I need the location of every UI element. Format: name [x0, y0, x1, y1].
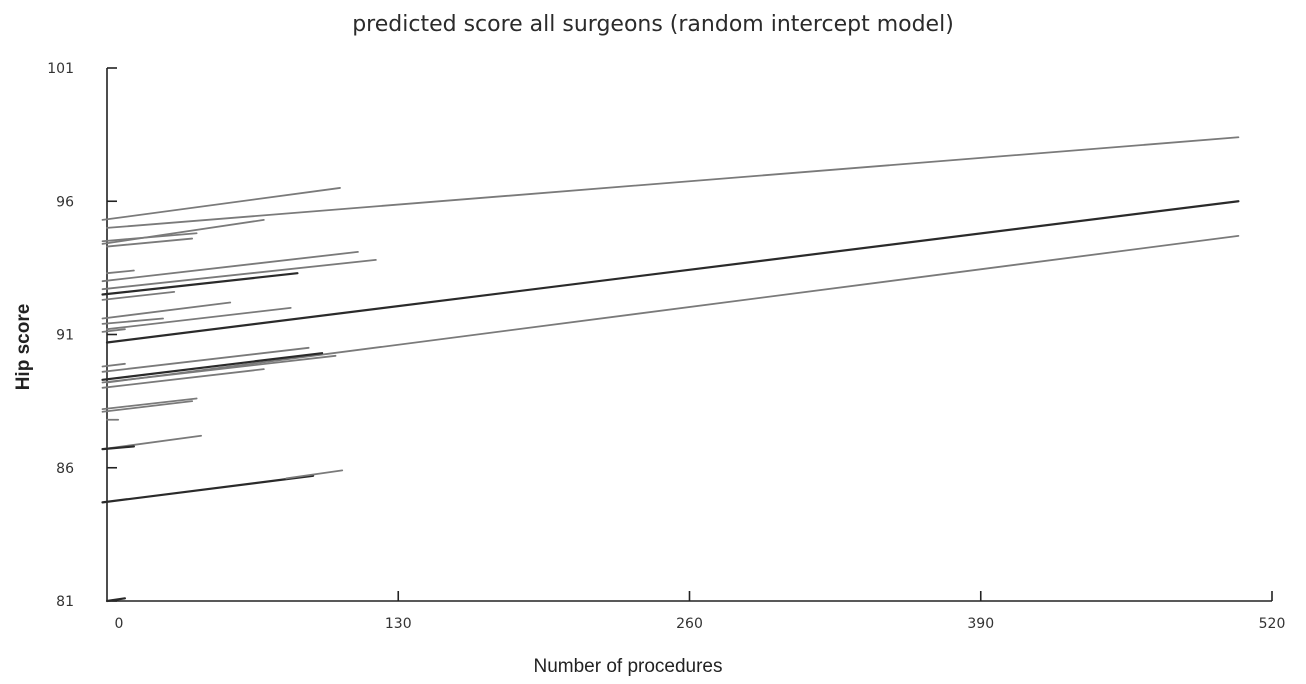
series-line	[101, 397, 198, 411]
series-line	[101, 445, 135, 451]
series-layer	[101, 136, 1240, 603]
series-line	[285, 469, 344, 480]
series-line	[106, 306, 292, 331]
series-line	[101, 258, 377, 291]
series-line	[101, 290, 176, 301]
x-tick-label: 390	[967, 616, 994, 632]
series-line	[101, 219, 265, 245]
series-line	[101, 368, 265, 389]
y-tick-label: 81	[56, 594, 74, 610]
y-tick-label: 96	[56, 194, 74, 210]
series-line	[101, 187, 341, 221]
x-tick-label: 130	[385, 616, 412, 632]
series-line	[101, 354, 337, 384]
x-tick-label: 0	[115, 616, 124, 632]
series-line	[101, 346, 310, 373]
series-line	[101, 317, 164, 325]
series-line	[101, 272, 299, 296]
series-line	[101, 232, 198, 243]
series-line	[101, 301, 232, 320]
series-line	[101, 328, 126, 333]
series-line	[106, 234, 1240, 384]
series-line	[105, 597, 127, 603]
series-line	[101, 400, 194, 413]
x-tick-label: 520	[1259, 616, 1286, 632]
x-axis-label: Number of procedures	[533, 656, 723, 677]
series-line	[101, 474, 315, 504]
chart-title: predicted score all surgeons (random int…	[352, 12, 954, 37]
series-line	[101, 250, 359, 283]
x-tick-label: 260	[676, 616, 703, 632]
axes: 81 86 91 96 101 0 130 260 390 520	[47, 61, 1285, 632]
series-line	[106, 269, 135, 275]
y-tick-label: 101	[47, 61, 74, 77]
series-line	[101, 362, 126, 368]
series-line	[105, 200, 1240, 344]
series-line	[101, 352, 324, 381]
series-line	[106, 237, 194, 248]
y-tick-label: 86	[56, 461, 74, 477]
series-line	[106, 136, 1240, 229]
y-tick-label: 91	[56, 328, 74, 344]
